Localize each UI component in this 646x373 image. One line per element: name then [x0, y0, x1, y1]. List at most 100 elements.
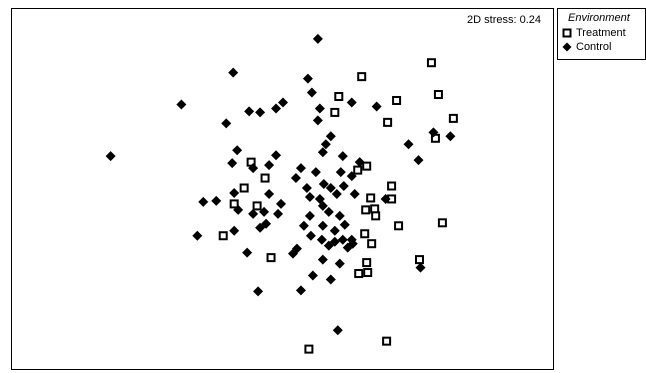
- point-control-58: [192, 230, 203, 241]
- point-control-19: [445, 131, 456, 142]
- plot-area: 2D stress: 0.24: [11, 8, 554, 370]
- point-control-78: [334, 258, 345, 269]
- point-control-41: [211, 195, 222, 206]
- legend-label-control: Control: [576, 40, 612, 53]
- point-treatment-7: [383, 117, 393, 127]
- point-control-52: [317, 200, 328, 211]
- point-control-31: [346, 171, 357, 182]
- point-control-46: [331, 188, 342, 199]
- scatter-plot: [105, 33, 458, 354]
- point-treatment-24: [360, 229, 370, 239]
- point-treatment-20: [370, 204, 380, 214]
- point-control-61: [298, 220, 309, 231]
- point-treatment-26: [367, 239, 377, 249]
- point-control-53: [323, 206, 334, 217]
- point-control-2: [302, 73, 313, 84]
- point-control-71: [346, 234, 357, 245]
- point-control-40: [198, 196, 209, 207]
- point-control-50: [259, 206, 270, 217]
- stress-label: 2D stress: 0.24: [467, 14, 541, 26]
- point-control-76: [307, 270, 318, 281]
- point-treatment-23: [437, 218, 447, 228]
- point-treatment-6: [448, 113, 458, 123]
- point-control-11: [371, 101, 382, 112]
- point-control-14: [325, 131, 336, 142]
- point-control-26: [264, 160, 275, 171]
- point-treatment-22: [394, 221, 404, 231]
- point-control-54: [334, 210, 345, 221]
- point-control-10: [346, 97, 357, 108]
- point-control-72: [242, 247, 253, 258]
- point-control-33: [290, 173, 301, 184]
- point-control-82: [415, 262, 426, 273]
- point-control-5: [244, 106, 255, 117]
- point-treatment-2: [433, 90, 443, 100]
- point-control-27: [295, 163, 306, 174]
- point-control-63: [329, 225, 340, 236]
- point-control-80: [295, 285, 306, 296]
- point-treatment-15: [366, 193, 376, 203]
- point-treatment-17: [229, 199, 239, 209]
- point-control-62: [317, 220, 328, 231]
- point-control-57: [229, 225, 240, 236]
- point-treatment-4: [392, 95, 402, 105]
- point-treatment-0: [426, 58, 436, 68]
- point-treatment-1: [357, 72, 367, 82]
- point-control-12: [221, 118, 232, 129]
- point-control-20: [105, 151, 116, 162]
- point-treatment-29: [362, 258, 372, 268]
- point-control-48: [380, 193, 391, 204]
- point-control-49: [248, 208, 259, 219]
- filled-diamond-icon: [562, 42, 572, 51]
- point-control-13: [312, 115, 323, 126]
- point-control-77: [325, 274, 336, 285]
- point-treatment-12: [260, 173, 270, 183]
- point-control-21: [232, 145, 243, 156]
- point-control-43: [276, 198, 287, 209]
- point-treatment-11: [353, 165, 363, 175]
- point-control-17: [403, 139, 414, 150]
- point-control-0: [312, 33, 323, 44]
- point-control-6: [255, 107, 266, 118]
- point-control-75: [317, 254, 328, 265]
- point-treatment-18: [252, 201, 262, 211]
- point-control-68: [337, 234, 348, 245]
- point-control-29: [337, 151, 348, 162]
- point-control-81: [332, 325, 343, 336]
- legend: Environment Treatment Control: [557, 8, 646, 60]
- point-control-30: [354, 157, 365, 168]
- point-treatment-19: [361, 205, 371, 215]
- point-control-70: [342, 242, 353, 253]
- point-treatment-10: [362, 161, 372, 171]
- point-control-25: [413, 155, 424, 166]
- point-control-51: [273, 208, 284, 219]
- point-treatment-3: [334, 92, 344, 102]
- point-control-1: [228, 67, 239, 78]
- point-control-3: [306, 87, 317, 98]
- point-control-36: [301, 183, 312, 194]
- point-control-56: [304, 210, 315, 221]
- point-control-38: [325, 183, 336, 194]
- point-control-28: [310, 167, 321, 178]
- point-treatment-25: [218, 231, 228, 241]
- point-treatment-28: [414, 255, 424, 265]
- point-control-32: [335, 167, 346, 178]
- point-control-37: [338, 181, 349, 192]
- point-control-34: [318, 179, 329, 190]
- point-control-7: [271, 103, 282, 114]
- legend-title: Environment: [568, 12, 630, 24]
- point-control-39: [229, 187, 240, 198]
- point-treatment-13: [387, 181, 397, 191]
- point-control-67: [329, 236, 340, 247]
- point-treatment-30: [354, 269, 364, 279]
- legend-item-control: Control: [562, 40, 611, 53]
- point-control-22: [227, 158, 238, 169]
- point-control-24: [248, 163, 259, 174]
- point-control-79: [253, 286, 264, 297]
- point-treatment-27: [266, 253, 276, 263]
- point-treatment-5: [330, 107, 340, 117]
- point-control-47: [349, 188, 360, 199]
- point-control-35: [264, 188, 275, 199]
- point-control-42: [233, 204, 244, 215]
- point-treatment-21: [371, 211, 381, 221]
